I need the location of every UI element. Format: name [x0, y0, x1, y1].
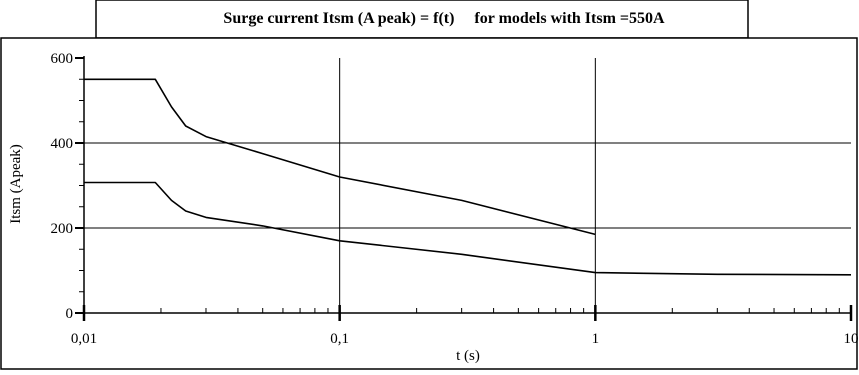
y-tick-label: 600: [51, 51, 74, 67]
y-tick-label: 400: [51, 136, 74, 152]
series-line-1: [84, 78, 596, 236]
axes-layer: [75, 56, 853, 321]
grid-layer: [84, 58, 851, 313]
chart-title: Surge current Itsm (A peak) = f(t) for m…: [223, 10, 665, 27]
x-tick-label: 1: [592, 331, 600, 347]
chart-border: [0, 37, 858, 370]
title-box: [95, 0, 749, 39]
x-tick-label: 0,1: [330, 331, 349, 347]
series-line-2: [84, 181, 852, 276]
x-tick-label: 0,01: [71, 331, 97, 347]
x-axis-label: t (s): [456, 348, 480, 364]
x-tick-label: 10: [844, 331, 859, 347]
y-axis-label: Itsm (Apeak): [8, 144, 24, 224]
y-tick-label: 0: [66, 306, 74, 322]
labels-layer: 0 200 400 600 0,01 0,1 1 10: [51, 51, 859, 347]
y-tick-label: 200: [51, 221, 74, 237]
series-layer: [84, 78, 852, 276]
